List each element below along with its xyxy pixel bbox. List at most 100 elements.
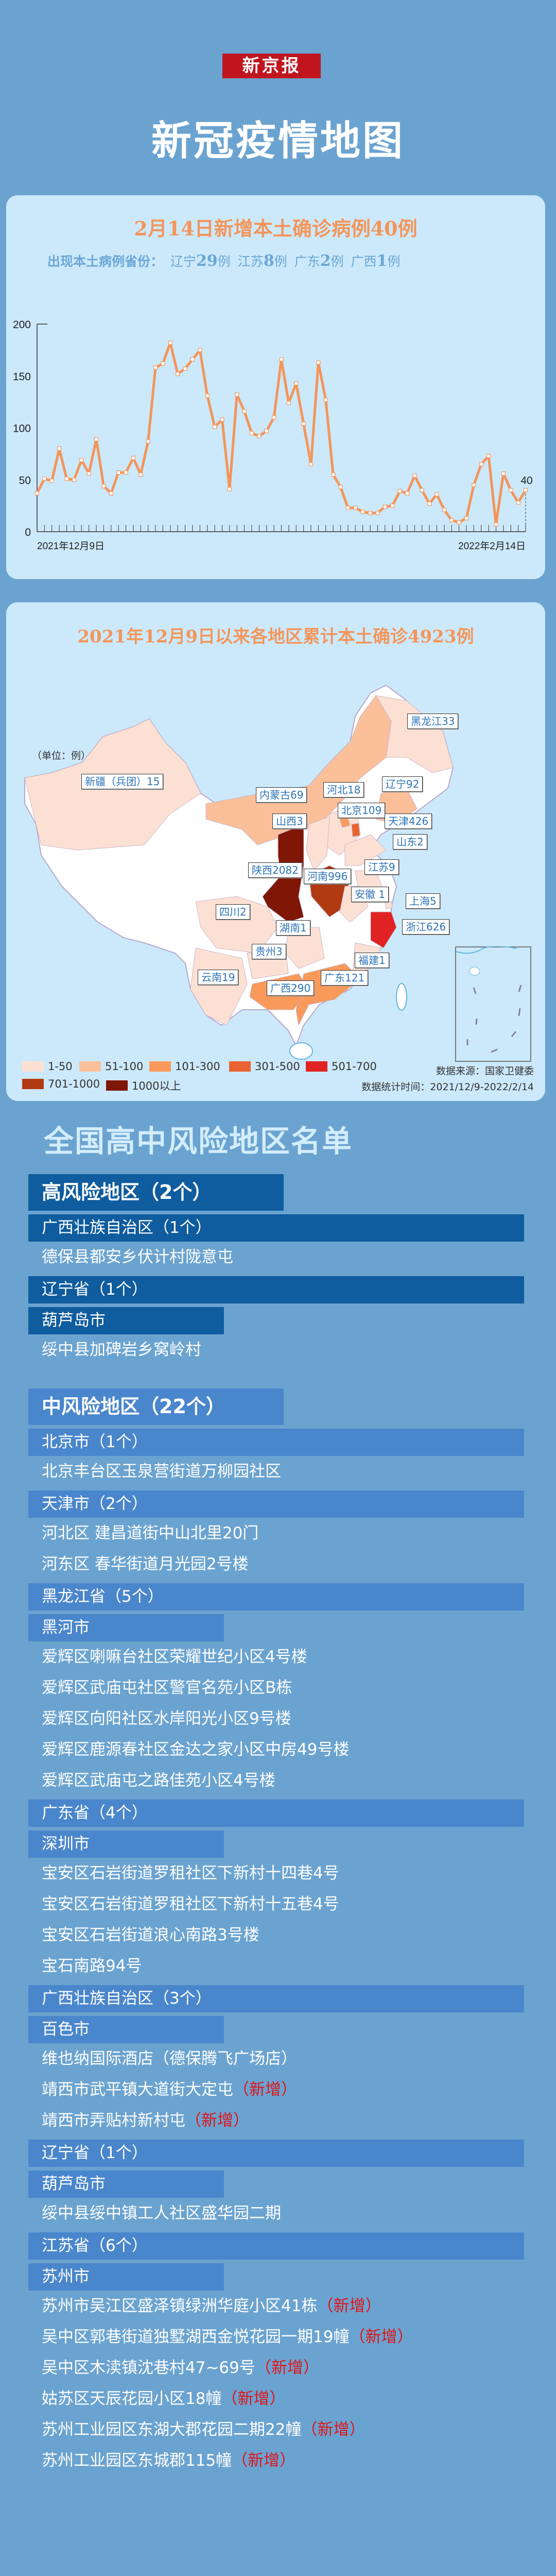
province-bar: 北京市（1个）	[28, 1429, 524, 1456]
region-callout: 安徽 1	[351, 887, 389, 902]
area-name: 德保县都安乡伏计村陇意屯	[42, 1248, 233, 1266]
unit-label: （单位：例）	[32, 750, 91, 761]
risk-area-item: 姑苏区天辰花园小区18幢（新增）	[28, 2383, 524, 2414]
province-bar: 黑龙江省（5个）	[28, 1583, 524, 1611]
province-bar: 天津市（2个）	[28, 1490, 524, 1518]
subtitle-province: 广东2例	[294, 252, 344, 270]
city-bar: 苏州市	[28, 2263, 224, 2291]
area-name: 爱辉区向阳社区水岸阳光小区9号楼	[42, 1709, 291, 1728]
new-tag: （新增）	[317, 2297, 381, 2315]
data-point	[153, 365, 158, 370]
area-name: 河东区 春华街道月光园2号楼	[42, 1555, 249, 1573]
region-callout: 广西290	[267, 980, 315, 996]
province-count: 8	[263, 252, 274, 270]
province-count: 1	[376, 252, 388, 270]
risk-area-item: 北京丰台区玉泉营街道万柳园社区	[28, 1456, 524, 1487]
data-point	[257, 434, 262, 438]
area-name: 爱辉区武庙屯之路佳苑小区4号楼	[42, 1771, 275, 1790]
data-point	[138, 472, 143, 477]
y-tick-label: 150	[13, 371, 31, 383]
legend-swatch	[79, 1061, 101, 1072]
data-point	[412, 473, 417, 478]
legend-item: 101-300	[149, 1060, 220, 1073]
region-callout: 天津426	[385, 814, 432, 829]
region-callout: 新疆（兵团）15	[81, 774, 164, 789]
data-point	[345, 505, 351, 510]
province-unit: 例	[217, 254, 231, 269]
province-name: 广东	[294, 254, 320, 269]
data-point	[220, 417, 224, 422]
data-point	[294, 381, 299, 385]
risk-area-item: 吴中区木渎镇沈巷村47~69号（新增）	[28, 2352, 524, 2383]
data-point	[57, 446, 62, 451]
area-name: 吴中区木渎镇沈巷村47~69号	[42, 2359, 255, 2377]
y-tick-label: 200	[13, 319, 31, 331]
legend-item: 301-500	[229, 1060, 300, 1073]
risk-area-item: 德保县都安乡伏计村陇意屯	[28, 1242, 524, 1273]
province-shape	[344, 834, 387, 866]
data-point	[383, 504, 387, 509]
region-callout: 上海5	[406, 893, 440, 909]
province-bar: 江苏省（6个）	[28, 2232, 524, 2260]
province-bar: 辽宁省（1个）	[28, 1276, 524, 1303]
subtitle-label: 出现本土病例省份：	[47, 254, 164, 269]
chart-subtitle: 出现本土病例省份： 辽宁29例 江苏8例 广东2例 广西1例	[47, 251, 401, 272]
data-point	[338, 485, 343, 489]
data-point	[390, 503, 395, 508]
data-point	[146, 439, 150, 444]
data-point	[375, 511, 380, 515]
risk-area-item: 爱辉区武庙屯之路佳苑小区4号楼	[28, 1765, 524, 1796]
province-shape	[385, 901, 393, 909]
province-bar: 广东省（4个）	[28, 1800, 524, 1827]
data-point	[301, 421, 306, 426]
taiwan-island	[396, 983, 407, 1011]
data-point	[353, 505, 358, 510]
risk-area-item: 靖西市弄贴村新村屯（新增）	[28, 2105, 524, 2136]
legend-swatch	[306, 1061, 327, 1072]
legend-item: 1000以上	[106, 1078, 181, 1093]
region-callout: 山东2	[393, 834, 427, 850]
data-point	[101, 484, 106, 488]
data-point	[494, 522, 498, 527]
legend-swatch	[22, 1079, 44, 1089]
risk-area-item: 吴中区郭巷街道独墅湖西金悦花园一期19幢（新增）	[28, 2321, 524, 2352]
data-point	[464, 516, 469, 520]
legend-label: 51-100	[105, 1060, 144, 1073]
region-callout: 北京109	[338, 803, 386, 818]
province-shape	[370, 911, 397, 948]
data-point	[457, 520, 461, 524]
data-point	[109, 491, 113, 496]
data-point	[64, 477, 69, 481]
region-callout: 四川2	[216, 904, 250, 920]
new-tag: （新增）	[233, 2080, 297, 2099]
chart-title: 2月14日新增本土确诊病例40例	[134, 217, 418, 240]
region-callout: 云南19	[198, 970, 239, 985]
new-tag: （新增）	[232, 2451, 296, 2470]
risk-area-item: 苏州市吴江区盛泽镇绿洲华庭小区41栋（新增）	[28, 2291, 524, 2321]
risk-area-item: 绥中县绥中镇工人社区盛华园二期	[28, 2198, 524, 2229]
risk-area-item: 苏州工业园区东湖大郡花园二期22幢（新增）	[28, 2414, 524, 2445]
province-count: 29	[196, 252, 218, 270]
data-point	[198, 348, 202, 352]
area-name: 维也纳国际酒店（德保腾飞广场店）	[42, 2049, 297, 2068]
data-point	[183, 366, 187, 371]
data-point	[131, 455, 136, 461]
new-tag: （新增）	[349, 2328, 413, 2346]
area-name: 苏州工业园区东湖大郡花园二期22幢	[42, 2420, 302, 2439]
city-bar: 葫芦岛市	[28, 2171, 224, 2198]
region-callout: 辽宁92	[382, 776, 423, 792]
legend-label: 301-500	[255, 1060, 300, 1073]
risk-area-item: 爱辉区喇嘛台社区荣耀世纪小区4号楼	[28, 1641, 524, 1672]
risk-area-item: 河北区 建昌道街中山北里20门	[28, 1518, 524, 1549]
risk-area-item: 河东区 春华街道月光园2号楼	[28, 1549, 524, 1580]
data-point	[286, 401, 291, 405]
data-point	[435, 492, 439, 497]
province-name: 辽宁	[170, 254, 197, 269]
legend-swatch	[149, 1061, 171, 1072]
legend-item: 51-100	[79, 1060, 143, 1073]
data-point	[449, 518, 454, 522]
city-bar: 黑河市	[28, 1614, 224, 1641]
legend-label: 101-300	[175, 1060, 220, 1073]
data-point	[316, 360, 321, 365]
new-tag: （新增）	[301, 2420, 366, 2439]
